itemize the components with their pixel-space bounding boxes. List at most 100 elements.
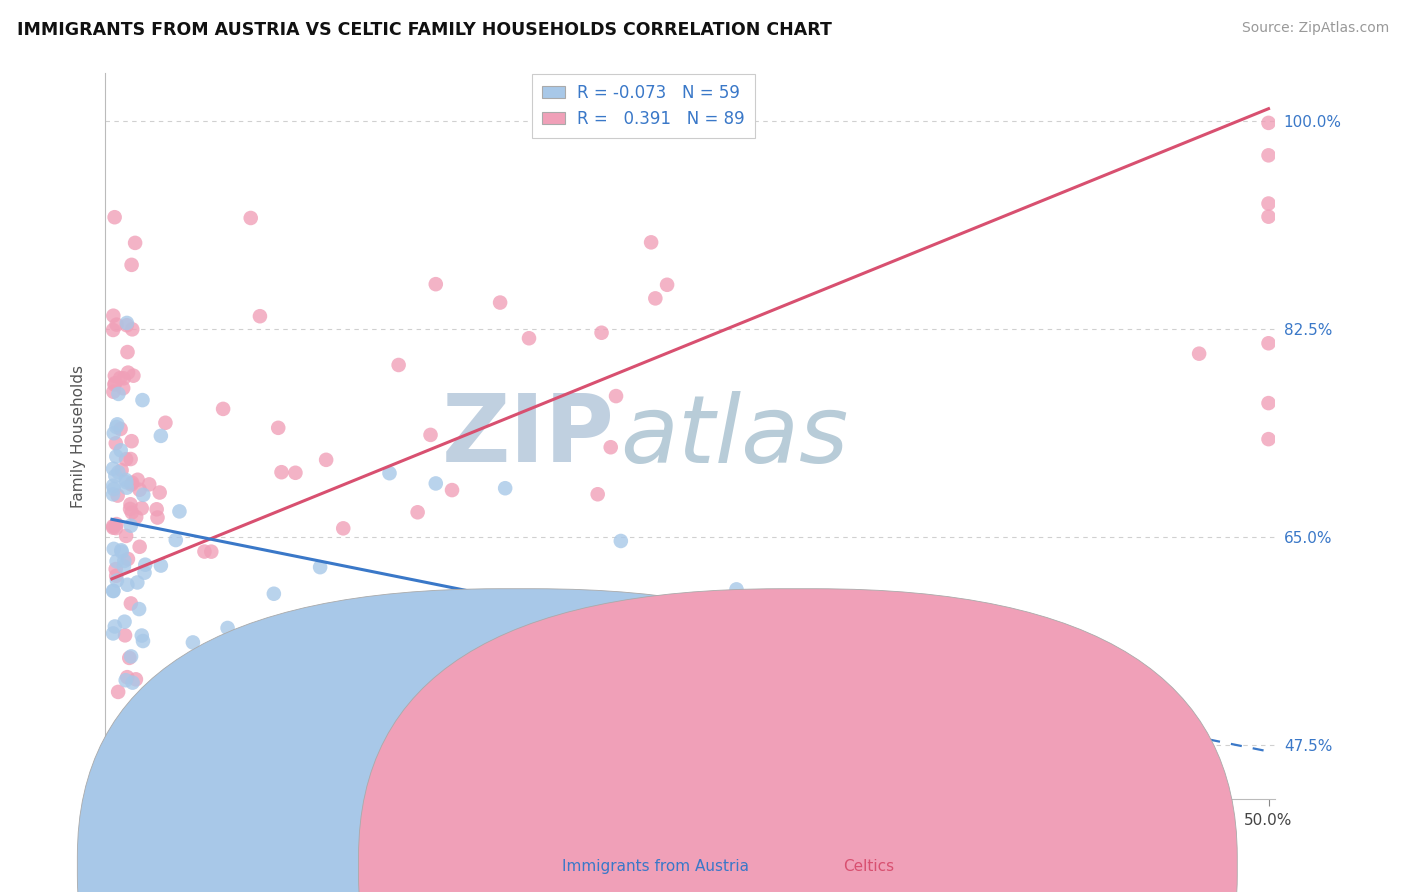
Point [1188,346,1211,360]
Point [104,619,127,633]
Point [105,569,128,583]
Text: Immigrants from Austria: Immigrants from Austria [562,859,749,874]
Point [114,628,136,642]
Point [101,487,124,501]
Point [121,434,143,449]
Point [117,552,139,566]
Point [112,371,135,385]
Point [101,479,124,493]
Point [143,708,166,723]
Point [128,602,150,616]
Point [114,473,136,487]
Point [655,277,678,292]
Point [517,331,540,345]
Point [263,587,285,601]
Point [103,384,125,399]
Point [115,475,138,490]
Point [132,488,155,502]
Point [644,291,666,305]
Point [103,482,125,496]
Point [181,635,204,649]
Text: Source: ZipAtlas.com: Source: ZipAtlas.com [1241,21,1389,36]
Point [169,504,191,518]
Point [1257,396,1279,410]
Point [110,543,132,558]
Point [120,597,142,611]
Point [105,554,128,568]
Point [103,521,125,535]
Point [120,649,142,664]
Point [112,559,135,574]
Point [105,517,128,532]
Point [149,429,172,443]
Point [138,477,160,491]
Point [107,465,129,479]
Point [149,485,172,500]
Point [120,452,142,467]
Point [149,558,172,573]
Point [128,726,150,740]
Point [105,417,128,432]
Point [440,483,463,497]
Point [1257,196,1279,211]
Point [114,673,136,688]
Point [127,575,149,590]
Point [105,574,128,588]
Point [121,322,143,336]
Point [1257,432,1279,446]
Point [134,712,156,726]
Point [120,518,142,533]
Point [103,584,125,599]
Point [111,545,134,559]
Point [115,452,138,467]
Point [128,540,150,554]
Point [115,318,138,333]
Point [378,466,401,480]
Point [107,685,129,699]
Point [101,461,124,475]
Point [131,628,153,642]
Text: atlas: atlas [620,391,848,482]
Point [270,465,292,479]
Point [212,401,235,416]
Text: ZIP: ZIP [441,390,614,482]
Point [121,258,143,272]
Point [104,376,127,391]
Point [217,621,239,635]
Point [117,345,139,359]
Point [112,554,135,568]
Point [103,377,125,392]
Point [112,381,135,395]
Point [101,323,124,337]
Point [332,521,354,535]
Point [110,443,132,458]
Point [146,510,169,524]
Point [599,440,621,454]
Point [101,519,124,533]
Point [134,566,156,580]
Point [309,560,332,574]
Point [405,616,427,631]
Point [103,541,125,556]
Point [494,481,516,495]
Point [104,436,127,450]
Point [284,466,307,480]
Point [1257,148,1279,162]
Point [105,420,128,434]
Point [132,634,155,648]
Point [156,669,179,683]
Point [122,368,145,383]
Point [117,366,139,380]
Point [117,578,139,592]
Point [388,358,411,372]
Point [115,670,138,684]
Point [103,309,125,323]
Point [200,544,222,558]
Point [425,476,447,491]
Point [121,675,143,690]
Point [124,235,146,250]
Point [107,387,129,401]
Point [605,389,627,403]
Point [120,497,142,511]
Point [128,483,150,497]
